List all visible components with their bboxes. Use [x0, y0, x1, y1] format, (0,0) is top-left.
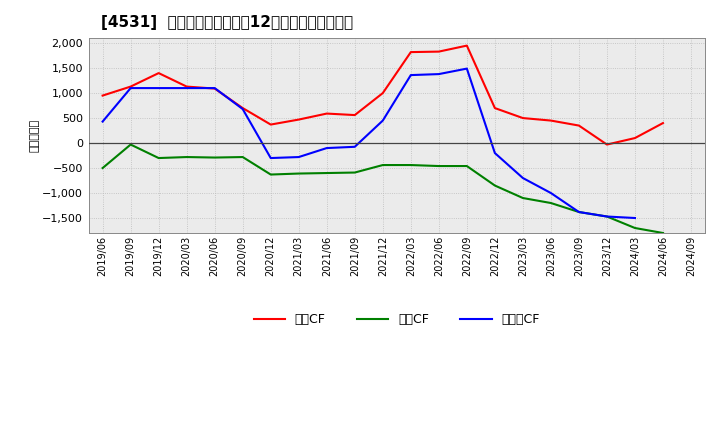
投資CF	[294, 171, 303, 176]
投資CF	[407, 162, 415, 168]
投資CF	[323, 170, 331, 176]
営業CF	[434, 49, 443, 54]
投資CF	[434, 163, 443, 169]
営業CF	[323, 111, 331, 116]
Line: 投資CF: 投資CF	[103, 145, 663, 233]
営業CF	[210, 86, 219, 91]
フリーCF	[266, 155, 275, 161]
フリーCF	[631, 215, 639, 220]
投資CF	[546, 200, 555, 205]
営業CF	[182, 84, 191, 89]
営業CF	[575, 123, 583, 128]
投資CF	[659, 231, 667, 236]
投資CF	[490, 183, 499, 188]
投資CF	[99, 165, 107, 171]
営業CF	[518, 115, 527, 121]
営業CF	[659, 121, 667, 126]
営業CF	[99, 93, 107, 98]
営業CF	[266, 122, 275, 127]
営業CF	[126, 84, 135, 89]
Text: [4531]  キャッシュフローの12か月移動合計の推移: [4531] キャッシュフローの12か月移動合計の推移	[101, 15, 353, 30]
投資CF	[210, 155, 219, 160]
営業CF	[490, 106, 499, 111]
営業CF	[351, 113, 359, 118]
フリーCF	[575, 209, 583, 215]
投資CF	[154, 155, 163, 161]
Legend: 営業CF, 投資CF, フリーCF: 営業CF, 投資CF, フリーCF	[253, 313, 540, 326]
営業CF	[294, 117, 303, 122]
投資CF	[126, 142, 135, 147]
投資CF	[266, 172, 275, 177]
営業CF	[603, 142, 611, 147]
フリーCF	[294, 154, 303, 160]
フリーCF	[407, 73, 415, 78]
フリーCF	[126, 85, 135, 91]
投資CF	[575, 209, 583, 215]
投資CF	[631, 225, 639, 231]
フリーCF	[210, 85, 219, 91]
Y-axis label: （百万円）: （百万円）	[30, 119, 40, 152]
営業CF	[462, 43, 471, 48]
Line: 営業CF: 営業CF	[103, 46, 663, 145]
フリーCF	[434, 71, 443, 77]
フリーCF	[546, 191, 555, 196]
営業CF	[238, 106, 247, 111]
フリーCF	[154, 85, 163, 91]
フリーCF	[99, 119, 107, 124]
フリーCF	[379, 118, 387, 123]
フリーCF	[323, 145, 331, 150]
投資CF	[518, 195, 527, 201]
投資CF	[182, 154, 191, 160]
営業CF	[546, 118, 555, 123]
投資CF	[379, 162, 387, 168]
投資CF	[238, 154, 247, 160]
投資CF	[462, 163, 471, 169]
フリーCF	[518, 176, 527, 181]
Line: フリーCF: フリーCF	[103, 69, 635, 218]
営業CF	[154, 70, 163, 76]
フリーCF	[490, 150, 499, 156]
フリーCF	[462, 66, 471, 71]
営業CF	[379, 91, 387, 96]
投資CF	[351, 170, 359, 175]
フリーCF	[182, 85, 191, 91]
投資CF	[603, 214, 611, 219]
営業CF	[631, 136, 639, 141]
フリーCF	[603, 214, 611, 219]
営業CF	[407, 49, 415, 55]
フリーCF	[351, 144, 359, 150]
フリーCF	[238, 106, 247, 112]
